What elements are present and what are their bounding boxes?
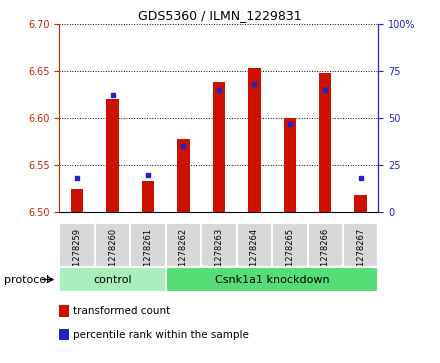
FancyBboxPatch shape	[166, 267, 378, 292]
Bar	[319, 73, 331, 212]
FancyBboxPatch shape	[59, 267, 166, 292]
Text: GSM1278263: GSM1278263	[214, 228, 224, 284]
Text: GSM1278262: GSM1278262	[179, 228, 188, 284]
FancyBboxPatch shape	[95, 223, 130, 267]
Bar	[71, 189, 83, 212]
Text: control: control	[93, 274, 132, 285]
Bar	[106, 99, 119, 212]
FancyBboxPatch shape	[237, 223, 272, 267]
FancyBboxPatch shape	[343, 223, 378, 267]
Text: GSM1278267: GSM1278267	[356, 228, 365, 284]
Text: GSM1278260: GSM1278260	[108, 228, 117, 284]
Bar	[213, 82, 225, 212]
FancyBboxPatch shape	[308, 223, 343, 267]
FancyBboxPatch shape	[201, 223, 237, 267]
FancyBboxPatch shape	[130, 223, 166, 267]
Text: transformed count: transformed count	[73, 306, 170, 316]
FancyBboxPatch shape	[166, 223, 201, 267]
Text: GSM1278259: GSM1278259	[73, 228, 82, 284]
Text: GSM1278261: GSM1278261	[143, 228, 153, 284]
Bar	[355, 195, 367, 212]
Bar	[284, 118, 296, 212]
Text: GDS5360 / ILMN_1229831: GDS5360 / ILMN_1229831	[138, 9, 302, 22]
Text: GSM1278265: GSM1278265	[285, 228, 294, 284]
Bar	[177, 139, 190, 212]
Text: protocol: protocol	[4, 274, 50, 285]
Bar	[248, 68, 260, 212]
FancyBboxPatch shape	[272, 223, 308, 267]
FancyBboxPatch shape	[59, 223, 95, 267]
Text: GSM1278266: GSM1278266	[321, 228, 330, 284]
Text: GSM1278264: GSM1278264	[250, 228, 259, 284]
Bar	[142, 181, 154, 212]
Text: percentile rank within the sample: percentile rank within the sample	[73, 330, 249, 340]
Text: Csnk1a1 knockdown: Csnk1a1 knockdown	[215, 274, 330, 285]
